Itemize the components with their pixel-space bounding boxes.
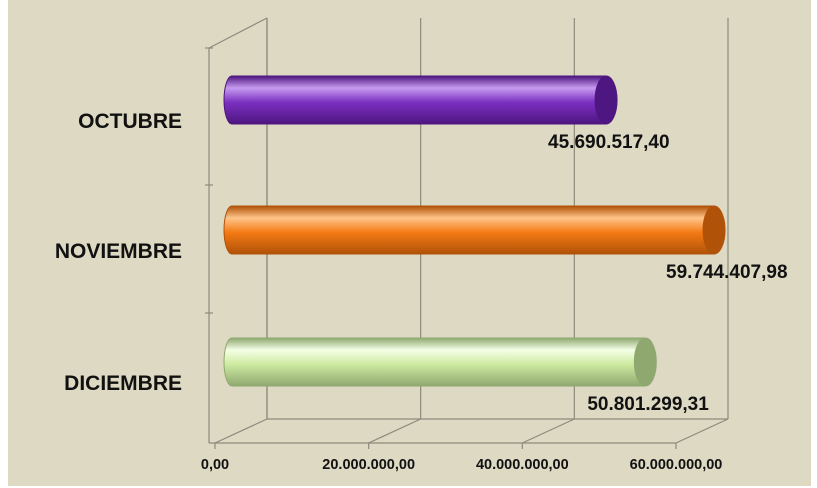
left-wall-top-edge <box>208 17 268 49</box>
bar-body <box>232 76 607 124</box>
bar-end-cap <box>594 75 618 125</box>
bar-end-cap <box>633 337 657 387</box>
bars <box>223 75 726 387</box>
bar-body <box>232 206 715 254</box>
floor-gridline-1 <box>368 418 421 444</box>
bar-noviembre <box>223 205 726 255</box>
bar-diciembre <box>223 337 657 387</box>
category-label-octubre: OCTUBRE <box>78 110 182 133</box>
bar-body <box>232 338 646 386</box>
x-tick-label-0: 0,00 <box>201 457 229 473</box>
floor-gridline-0 <box>214 418 268 444</box>
floor-gridline-3 <box>675 418 729 444</box>
labels: 0,00 20.000.000,00 40.000.000,00 60.000.000… <box>55 110 788 473</box>
value-label-diciembre: 50.801.299,31 <box>587 394 709 415</box>
bar-octubre <box>223 75 618 125</box>
category-label-diciembre: DICIEMBRE <box>64 372 182 395</box>
x-tick-label-3: 60.000.000,00 <box>630 457 723 473</box>
x-tick-label-1: 20.000.000,00 <box>322 457 415 473</box>
bar-end-cap <box>702 205 726 255</box>
x-tick-label-2: 40.000.000,00 <box>476 457 569 473</box>
category-label-noviembre: NOVIEMBRE <box>55 240 182 263</box>
value-label-octubre: 45.690.517,40 <box>548 132 670 153</box>
floor-gridline-2 <box>522 418 575 444</box>
value-label-noviembre: 59.744.407,98 <box>666 262 788 283</box>
